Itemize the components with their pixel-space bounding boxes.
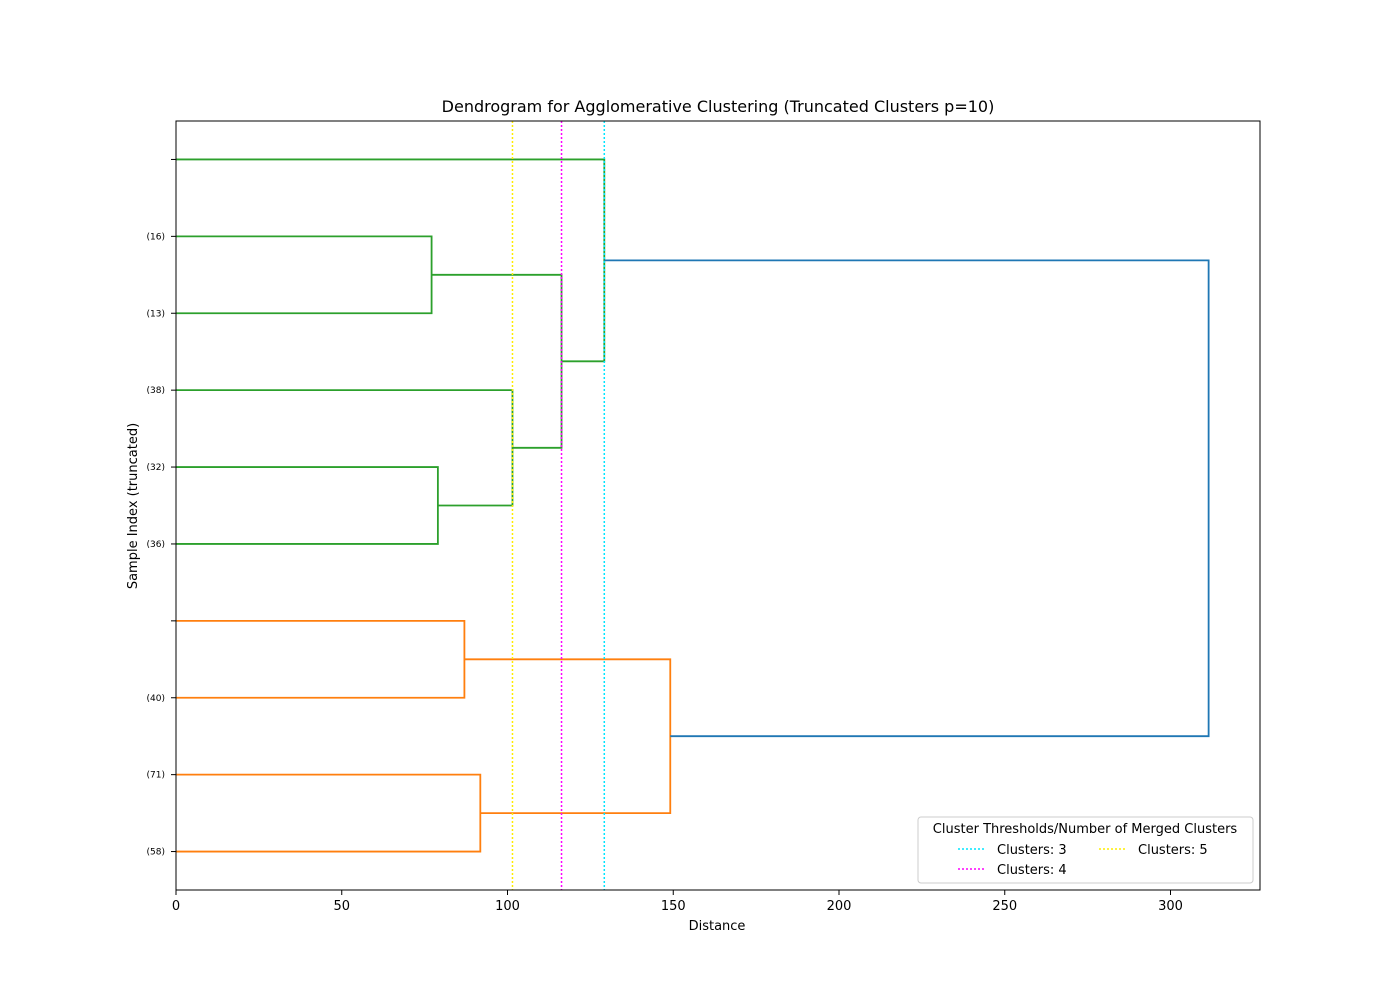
x-axis-label: Distance bbox=[689, 919, 746, 934]
y-axis-label: Sample Index (truncated) bbox=[126, 423, 141, 589]
legend: Cluster Thresholds/Number of Merged Clus… bbox=[917, 816, 1254, 884]
x-tick-label: 250 bbox=[992, 899, 1017, 914]
leaf-label: (71) bbox=[147, 771, 165, 781]
leaf-label: (13) bbox=[147, 309, 165, 319]
x-axis: 0 50 100 150 200 250 300 bbox=[172, 890, 1183, 914]
y-axis: (16) (13) (38) (32) (36) (40) (71) (58) bbox=[147, 158, 176, 858]
legend-box bbox=[917, 816, 1254, 884]
leaf-label: (40) bbox=[147, 694, 165, 704]
links-layer bbox=[176, 158, 1210, 853]
legend-entry-label: Clusters: 4 bbox=[997, 863, 1067, 878]
leaf-label: (36) bbox=[147, 540, 165, 550]
leaf-label: (32) bbox=[147, 463, 165, 473]
leaf-label: (58) bbox=[147, 848, 165, 858]
dendrogram-link bbox=[431, 273, 563, 449]
x-tick-label: 50 bbox=[333, 899, 350, 914]
dendrogram-link bbox=[176, 235, 433, 315]
legend-title: Cluster Thresholds/Number of Merged Clus… bbox=[933, 822, 1238, 837]
leaf-label: (38) bbox=[147, 386, 165, 396]
x-tick-label: 100 bbox=[495, 899, 520, 914]
legend-entry-label: Clusters: 3 bbox=[997, 843, 1067, 858]
x-tick-label: 150 bbox=[661, 899, 686, 914]
leaf-label: (16) bbox=[147, 232, 165, 242]
dendrogram-link bbox=[176, 158, 606, 363]
x-tick-label: 300 bbox=[1158, 899, 1183, 914]
x-tick-label: 0 bbox=[172, 899, 180, 914]
dendrogram-link bbox=[176, 619, 466, 699]
plot-frame bbox=[175, 120, 1261, 891]
dendrogram-link bbox=[604, 259, 1210, 738]
chart-title: Dendrogram for Agglomerative Clustering … bbox=[442, 97, 995, 116]
legend-entries: Clusters: 3 Clusters: 4 Clusters: 5 bbox=[958, 843, 1208, 878]
legend-entry-label: Clusters: 5 bbox=[1138, 843, 1208, 858]
dendrogram-link bbox=[176, 466, 439, 545]
threshold-layer bbox=[511, 121, 606, 890]
dendrogram-link bbox=[176, 773, 482, 853]
dendrogram-link bbox=[464, 658, 672, 814]
dendrogram-link bbox=[176, 389, 514, 507]
x-tick-label: 200 bbox=[827, 899, 852, 914]
